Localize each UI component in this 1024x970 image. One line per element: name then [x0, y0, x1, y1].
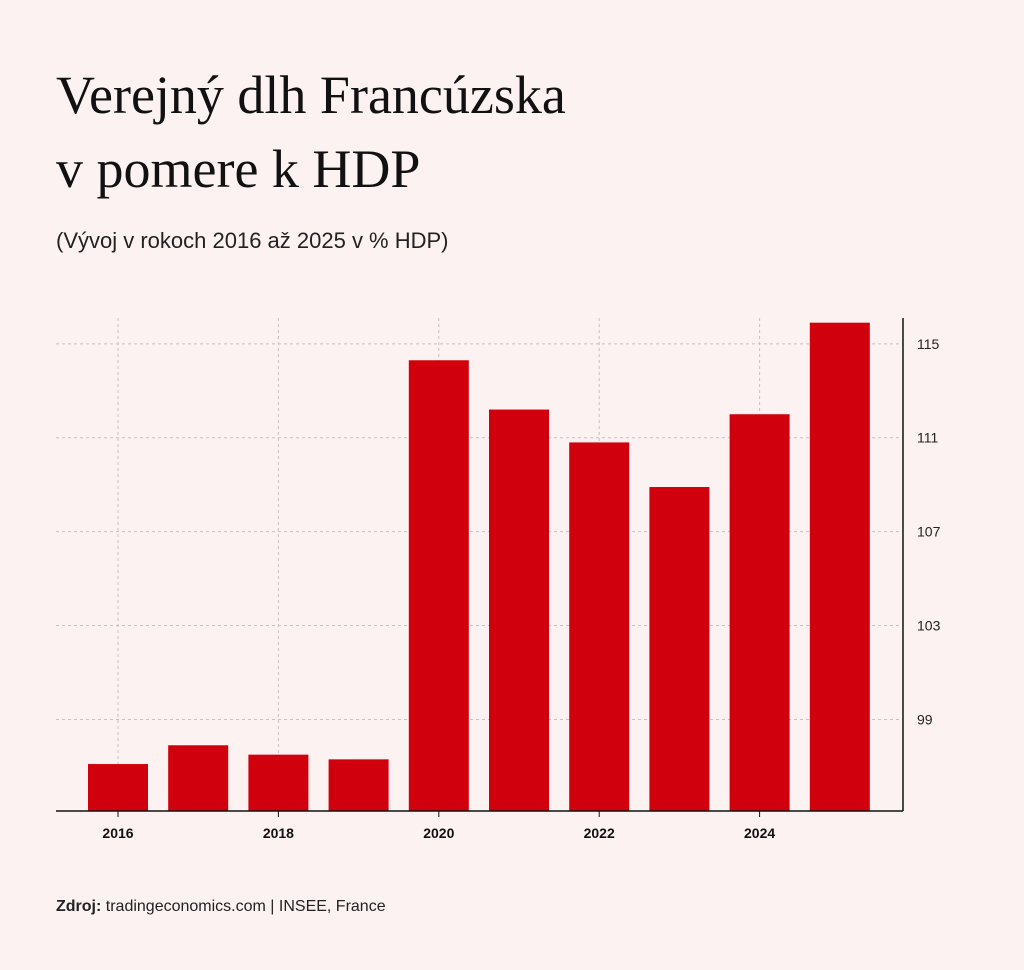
source-label: Zdroj:	[56, 898, 102, 915]
x-tick-label: 2020	[423, 825, 454, 841]
y-tick-label: 99	[917, 711, 933, 727]
bar-2021	[489, 409, 549, 811]
bar-2024	[729, 414, 790, 811]
bar-2020	[408, 360, 469, 811]
bar-2016	[88, 764, 148, 811]
axis-layer: 99 103 107 111 115 2016 2018 2020 2022 2024	[56, 318, 941, 841]
chart-title: Verejný dlh Francúzska v pomere k HDP	[56, 58, 566, 206]
chart-title-line-1: Verejný dlh Francúzska	[56, 65, 566, 125]
y-tick-label: 111	[917, 430, 938, 446]
bar-2023	[649, 487, 710, 811]
y-tick-label: 103	[917, 618, 941, 634]
x-tick-label: 2024	[744, 825, 775, 841]
x-tick-label: 2018	[263, 825, 294, 841]
y-tick-label: 115	[917, 336, 940, 352]
bar-layer	[88, 322, 870, 811]
y-tick-label: 107	[917, 524, 941, 540]
chart-subtitle: (Vývoj v rokoch 2016 až 2025 v % HDP)	[56, 228, 449, 253]
bar-2019	[328, 759, 389, 811]
bar-2017	[168, 745, 229, 811]
bar-2022	[569, 442, 630, 811]
source-note: Zdroj: tradingeconomics.com | INSEE, Fra…	[56, 898, 386, 916]
source-text: tradingeconomics.com | INSEE, France	[105, 898, 386, 915]
x-tick-label: 2022	[584, 825, 615, 841]
chart-title-line-2: v pomere k HDP	[56, 139, 421, 199]
bar-2025	[809, 322, 870, 811]
x-tick-label: 2016	[102, 825, 133, 841]
bar-2018	[248, 754, 309, 811]
